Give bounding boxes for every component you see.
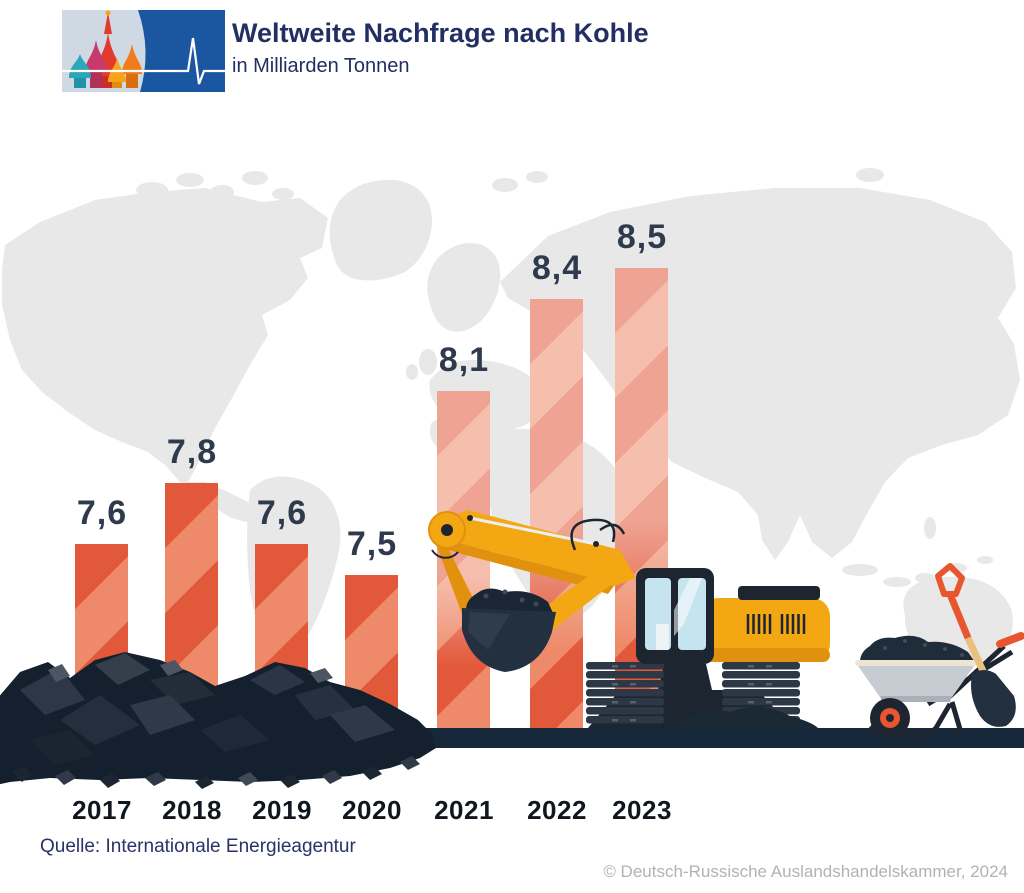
copyright-note: © Deutsch-Russische Auslandshandelskamme… bbox=[603, 862, 1008, 881]
bar-2022 bbox=[530, 299, 583, 728]
year-label-2020: 2020 bbox=[342, 795, 402, 825]
bar-value-2023: 8,5 bbox=[616, 218, 668, 256]
bar-value-2022: 8,4 bbox=[531, 249, 583, 287]
year-label-2019: 2019 bbox=[252, 795, 312, 825]
header-titles: Weltweite Nachfrage nach Kohle in Millia… bbox=[232, 18, 649, 78]
bar-value-2020: 7,5 bbox=[346, 525, 398, 563]
coal-pile-icon bbox=[0, 652, 436, 789]
bar-value-2017: 7,6 bbox=[76, 494, 128, 532]
onion-domes-icon bbox=[69, 10, 142, 88]
logo-blue-panel bbox=[138, 10, 225, 92]
year-label-2018: 2018 bbox=[162, 795, 222, 825]
excavator-icon bbox=[428, 510, 830, 728]
ahk-russland-logo bbox=[62, 10, 225, 92]
year-label-2021: 2021 bbox=[434, 795, 494, 825]
page-subtitle: in Milliarden Tonnen bbox=[232, 55, 410, 78]
ecg-pulse-line-icon bbox=[62, 37, 225, 85]
coal-load bbox=[860, 635, 975, 662]
bar-value-2019: 7,6 bbox=[256, 494, 308, 532]
year-label-2022: 2022 bbox=[527, 795, 587, 825]
ground bbox=[396, 728, 1024, 748]
excavator-track-left bbox=[586, 662, 664, 724]
source-note: Quelle: Internationale Energieagentur bbox=[40, 836, 356, 857]
wheelbarrow-icon bbox=[855, 632, 1024, 739]
year-label-2017: 2017 bbox=[72, 795, 132, 825]
page-title: Weltweite Nachfrage nach Kohle bbox=[232, 18, 649, 48]
shovel-icon bbox=[935, 563, 1016, 727]
bar-value-2021: 8,1 bbox=[438, 341, 490, 379]
year-label-2023: 2023 bbox=[612, 795, 672, 825]
mining-scene bbox=[0, 510, 1024, 789]
bar-value-2018: 7,8 bbox=[166, 433, 218, 471]
